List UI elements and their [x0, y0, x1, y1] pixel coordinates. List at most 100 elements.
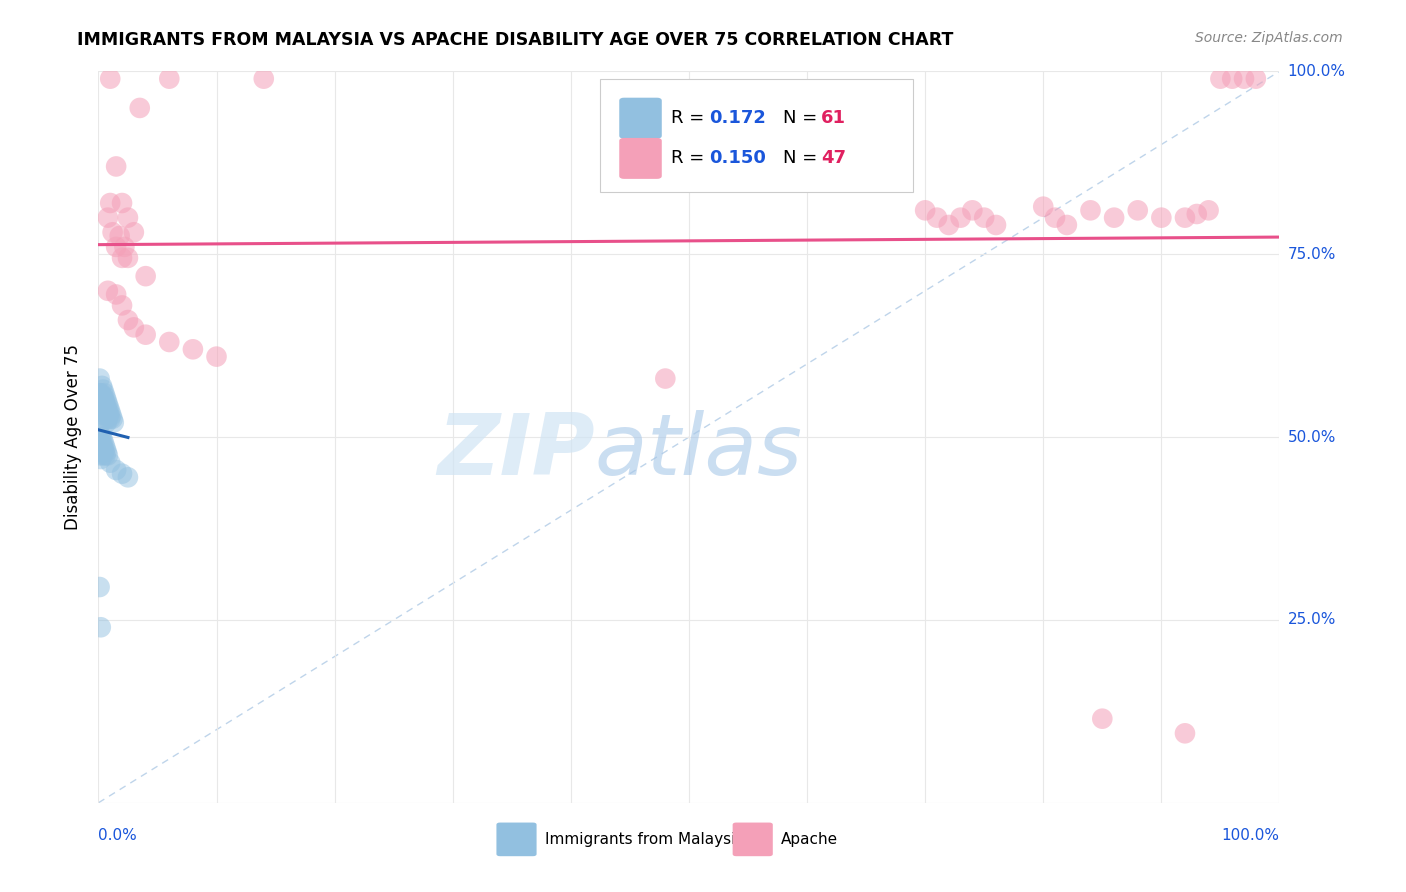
Point	[1220, 71, 1243, 86]
FancyBboxPatch shape	[733, 822, 773, 856]
Point	[97, 397, 120, 411]
Point	[90, 620, 112, 634]
Point	[94, 448, 117, 462]
Point	[1102, 211, 1125, 225]
Point	[91, 390, 114, 404]
Point	[1244, 71, 1267, 86]
Text: R =: R =	[671, 149, 710, 168]
Point	[97, 412, 120, 426]
Text: Apache: Apache	[782, 832, 838, 847]
Point	[98, 404, 121, 418]
Point	[91, 434, 114, 448]
Point	[91, 448, 114, 462]
Point	[117, 470, 139, 484]
Point	[96, 408, 118, 422]
Point	[1209, 71, 1232, 86]
Point	[96, 393, 118, 408]
Point	[938, 218, 960, 232]
Point	[90, 444, 112, 458]
Point	[93, 408, 115, 422]
Point	[89, 441, 111, 455]
Point	[135, 327, 157, 342]
Point	[101, 225, 124, 239]
Point	[157, 334, 180, 349]
Point	[91, 379, 114, 393]
Text: 100.0%: 100.0%	[1288, 64, 1346, 78]
Text: R =: R =	[671, 109, 710, 128]
Point	[96, 416, 118, 430]
Point	[105, 240, 128, 254]
Point	[90, 393, 112, 408]
FancyBboxPatch shape	[619, 98, 662, 138]
Text: 0.150: 0.150	[709, 149, 766, 168]
Text: 75.0%: 75.0%	[1288, 247, 1336, 261]
Point	[105, 160, 128, 174]
Point	[1233, 71, 1256, 86]
Text: IMMIGRANTS FROM MALAYSIA VS APACHE DISABILITY AGE OVER 75 CORRELATION CHART: IMMIGRANTS FROM MALAYSIA VS APACHE DISAB…	[77, 31, 953, 49]
Text: 25.0%: 25.0%	[1288, 613, 1336, 627]
FancyBboxPatch shape	[496, 822, 537, 856]
Point	[89, 580, 111, 594]
Point	[94, 412, 117, 426]
Point	[973, 211, 995, 225]
Text: 61: 61	[821, 109, 846, 128]
Point	[94, 390, 117, 404]
Point	[97, 404, 120, 418]
Text: 0.172: 0.172	[709, 109, 766, 128]
Point	[135, 269, 157, 284]
Point	[1198, 203, 1220, 218]
Point	[97, 284, 120, 298]
Point	[91, 441, 114, 455]
Point	[98, 456, 121, 470]
Point	[1056, 218, 1078, 232]
Point	[962, 203, 984, 218]
Point	[90, 430, 112, 444]
Point	[111, 196, 134, 211]
Point	[94, 404, 117, 418]
Point	[89, 426, 111, 441]
Point	[105, 463, 128, 477]
Point	[122, 320, 145, 334]
Point	[89, 448, 111, 462]
Point	[98, 408, 121, 422]
Point	[91, 397, 114, 411]
Point	[112, 240, 135, 254]
Point	[93, 386, 115, 401]
Point	[89, 434, 111, 448]
Point	[111, 298, 134, 312]
Point	[90, 386, 112, 401]
Point	[111, 251, 134, 265]
Point	[984, 218, 1007, 232]
Point	[98, 71, 121, 86]
Text: 100.0%: 100.0%	[1222, 828, 1279, 843]
Text: ZIP: ZIP	[437, 410, 595, 493]
Point	[101, 412, 124, 426]
Point	[181, 343, 204, 357]
Point	[91, 437, 114, 451]
Point	[91, 444, 114, 458]
Point	[98, 412, 121, 426]
Point	[117, 251, 139, 265]
Point	[105, 287, 128, 301]
Point	[1080, 203, 1102, 218]
Text: 50.0%: 50.0%	[1288, 430, 1336, 444]
Text: Immigrants from Malaysia: Immigrants from Malaysia	[546, 832, 745, 847]
Text: N =: N =	[783, 149, 824, 168]
Point	[108, 228, 131, 243]
Point	[111, 467, 134, 481]
FancyBboxPatch shape	[619, 138, 662, 179]
Point	[1174, 211, 1197, 225]
Point	[93, 401, 115, 415]
Point	[122, 225, 145, 239]
Point	[157, 71, 180, 86]
Text: 0.0%: 0.0%	[98, 828, 138, 843]
Point	[91, 430, 114, 444]
Point	[1185, 207, 1208, 221]
Point	[97, 448, 120, 462]
Point	[1150, 211, 1173, 225]
FancyBboxPatch shape	[600, 78, 914, 192]
Point	[949, 211, 972, 225]
Text: N =: N =	[783, 109, 824, 128]
Point	[97, 211, 120, 225]
Point	[91, 383, 114, 397]
